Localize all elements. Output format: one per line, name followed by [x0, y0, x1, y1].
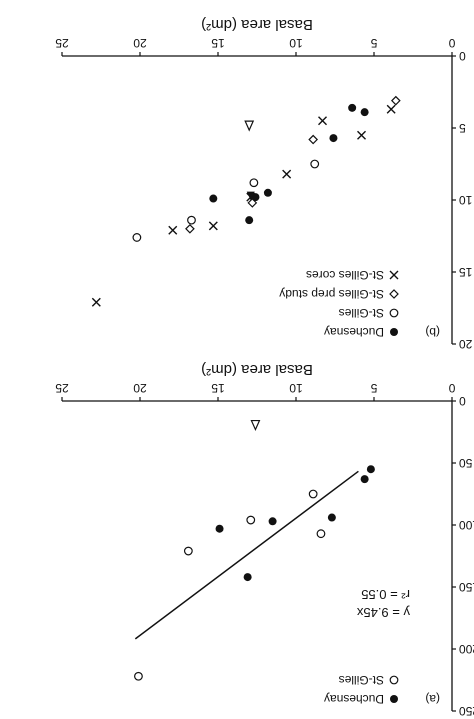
y-tick-label-b: 15: [459, 265, 473, 279]
y-tick-label-a: 100: [459, 518, 474, 532]
data-point-open-circle-b: [310, 159, 320, 169]
data-point-filled-circle-b: [251, 193, 260, 202]
data-point-cross-b: [168, 225, 178, 235]
data-point-open-circle-b: [132, 233, 142, 242]
data-point-cross-b: [357, 130, 367, 140]
legend-marker-b: [389, 270, 399, 280]
x-tick-label-a: 15: [211, 381, 225, 395]
y-tick-label-a: 50: [459, 456, 473, 470]
data-point-open-triangle-b: [244, 120, 255, 132]
data-point-diamond-b: [390, 95, 401, 106]
data-point-filled-circle-a: [327, 513, 336, 522]
data-point-filled-circle-a: [366, 465, 375, 474]
y-tick-label-a: 250: [459, 704, 474, 718]
annotation-a: r² = 0.55: [361, 587, 410, 602]
legend-label-b: St-Gilles prep study: [279, 287, 384, 301]
data-point-filled-circle-a: [268, 517, 277, 526]
x-tick-label-b: 10: [289, 36, 303, 50]
x-tick-label-b: 25: [55, 36, 69, 50]
data-point-open-circle-b: [249, 178, 259, 188]
data-point-filled-circle-a: [215, 524, 224, 533]
data-point-open-circle-b: [187, 215, 196, 225]
data-point-open-circle-a: [316, 529, 326, 539]
data-point-open-circle-a: [134, 671, 143, 681]
data-point-filled-circle-a: [360, 475, 369, 484]
legend-label-a: St-Gilles: [339, 673, 384, 687]
y-tick-label-a: 200: [459, 642, 474, 656]
legend-marker-b: [390, 328, 398, 336]
legend-marker-b: [389, 308, 399, 318]
y-tick-label-b: 10: [459, 193, 473, 207]
legend-label-a: Duchesnay: [324, 692, 384, 706]
x-axis-title-a: Basal area (dm²): [201, 361, 313, 378]
data-point-filled-circle-a: [243, 573, 252, 582]
data-point-diamond-b: [185, 223, 195, 234]
data-point-filled-circle-b: [360, 108, 369, 117]
x-tick-label-b: 5: [370, 36, 377, 50]
regression-line: [134, 470, 359, 640]
data-point-filled-circle-b: [245, 216, 254, 225]
legend-label-b: Duchesnay: [324, 325, 384, 339]
legend-label-b: St-Gilles cores: [306, 268, 384, 282]
legend-marker-b: [389, 289, 399, 299]
data-point-cross-b: [282, 169, 292, 179]
y-tick-label-b: 0: [459, 49, 466, 63]
data-point-diamond-b: [308, 134, 319, 145]
data-point-cross-b: [386, 104, 396, 114]
panel-label-b: (b): [425, 325, 440, 339]
x-tick-label-a: 20: [133, 381, 147, 395]
data-point-open-circle-a: [246, 515, 256, 525]
x-axis-title-b: Basal area (dm²): [201, 16, 313, 33]
data-point-cross-b: [318, 116, 328, 126]
annotation-a: y = 9.45x: [356, 605, 410, 620]
data-point-filled-triangle-b: [246, 191, 255, 201]
data-point-open-circle-a: [308, 489, 318, 499]
x-tick-label-a: 5: [370, 381, 377, 395]
data-point-open-triangle-a: [250, 419, 261, 432]
data-point-cross-b: [208, 221, 218, 231]
data-point-cross-b: [91, 297, 101, 307]
data-point-open-circle-a: [183, 546, 193, 556]
data-point-filled-circle-b: [209, 194, 218, 203]
x-tick-label-a: 0: [448, 381, 455, 395]
x-tick-label-b: 0: [448, 36, 455, 50]
legend-marker-a: [389, 675, 399, 685]
data-point-filled-circle-b: [263, 188, 272, 197]
panel-label-a: (a): [425, 692, 440, 706]
x-tick-label-b: 20: [133, 36, 147, 50]
x-tick-label-b: 15: [211, 36, 225, 50]
y-tick-label-b: 20: [459, 337, 473, 351]
x-tick-label-a: 10: [289, 381, 303, 395]
y-tick-label-b: 5: [459, 121, 466, 135]
legend-marker-a: [390, 695, 398, 703]
y-tick-label-a: 150: [459, 580, 474, 594]
data-point-filled-circle-b: [329, 134, 338, 143]
data-point-filled-circle-b: [348, 103, 357, 112]
x-tick-label-a: 25: [55, 381, 69, 395]
y-tick-label-a: 0: [459, 394, 466, 408]
legend-label-b: St-Gilles: [339, 306, 384, 320]
